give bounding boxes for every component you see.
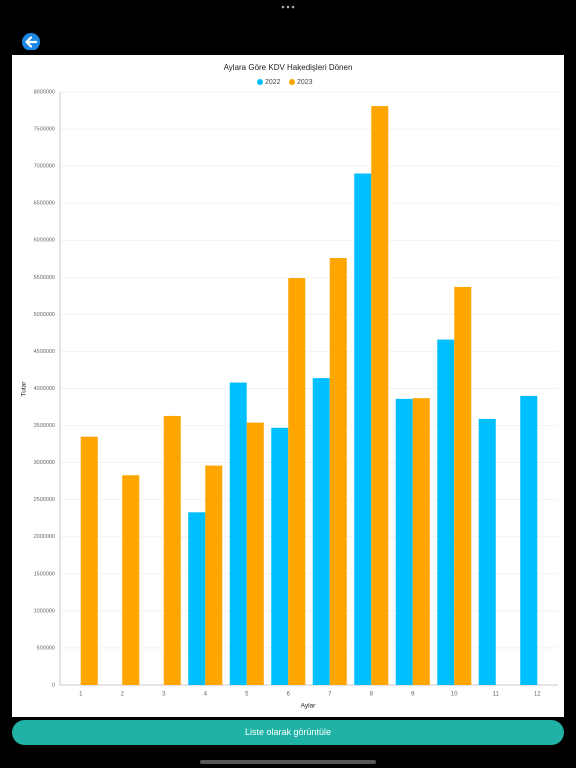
y-tick-label: 5000000 xyxy=(34,312,55,318)
bar xyxy=(354,173,372,685)
y-tick-label: 2500000 xyxy=(34,497,55,503)
legend-marker xyxy=(257,79,263,85)
x-tick-label: 10 xyxy=(451,692,458,698)
y-tick-label: 1500000 xyxy=(34,571,55,577)
y-tick-label: 5500000 xyxy=(34,275,55,281)
list-view-button[interactable]: Liste olarak görüntüle xyxy=(12,720,564,745)
y-tick-label: 3500000 xyxy=(34,423,55,429)
x-tick-label: 6 xyxy=(287,692,291,698)
bar xyxy=(478,418,496,685)
bar xyxy=(454,286,472,685)
x-tick-label: 4 xyxy=(204,692,208,698)
home-indicator xyxy=(200,760,376,764)
bar xyxy=(246,422,264,685)
bar xyxy=(229,382,247,685)
dot xyxy=(286,5,290,9)
y-tick-label: 4000000 xyxy=(34,386,55,392)
bar xyxy=(371,106,389,686)
bar xyxy=(312,378,330,685)
y-tick-label: 8000000 xyxy=(34,89,55,95)
x-tick-label: 11 xyxy=(493,692,500,698)
x-tick-label: 12 xyxy=(534,692,541,698)
x-tick-label: 7 xyxy=(328,692,332,698)
bar xyxy=(122,475,140,685)
bar xyxy=(188,512,206,685)
legend-marker xyxy=(289,79,295,85)
chart: Aylara Göre KDV Hakedişleri Dönen Aylar … xyxy=(21,63,558,710)
y-tick-label: 0 xyxy=(52,682,55,688)
dot xyxy=(281,5,285,9)
bar xyxy=(163,415,181,685)
bar xyxy=(520,395,538,685)
y-tick-label: 6000000 xyxy=(34,238,55,244)
dot xyxy=(291,5,295,9)
y-tick-label: 6500000 xyxy=(34,201,55,207)
bar xyxy=(437,339,455,685)
x-tick-label: 8 xyxy=(370,692,374,698)
y-tick-label: 7000000 xyxy=(34,164,55,170)
x-tick-label: 5 xyxy=(245,692,249,698)
x-tick-label: 2 xyxy=(121,692,125,698)
bar xyxy=(412,398,430,685)
y-axis-label: Tutar xyxy=(21,381,28,397)
back-button[interactable] xyxy=(22,33,40,50)
y-tick-label: 3000000 xyxy=(34,460,55,466)
x-tick-label: 1 xyxy=(79,692,83,698)
y-tick-label: 7500000 xyxy=(34,127,55,133)
top-bar xyxy=(22,5,295,50)
bar xyxy=(329,258,347,685)
bar xyxy=(395,398,413,685)
x-tick-label: 9 xyxy=(411,692,415,698)
y-tick-label: 1000000 xyxy=(34,608,55,614)
bar xyxy=(80,436,98,685)
legend-label: 2022 xyxy=(265,79,281,86)
bar xyxy=(271,427,289,685)
y-tick-label: 2000000 xyxy=(34,534,55,540)
bar xyxy=(205,465,223,685)
bar xyxy=(288,278,306,685)
chart-title: Aylara Göre KDV Hakedişleri Dönen xyxy=(224,63,353,72)
x-axis-label: Aylar xyxy=(301,703,317,710)
y-tick-label: 4500000 xyxy=(34,349,55,355)
y-tick-label: 500000 xyxy=(37,645,55,651)
x-tick-label: 3 xyxy=(162,692,166,698)
legend-label: 2023 xyxy=(297,79,313,86)
